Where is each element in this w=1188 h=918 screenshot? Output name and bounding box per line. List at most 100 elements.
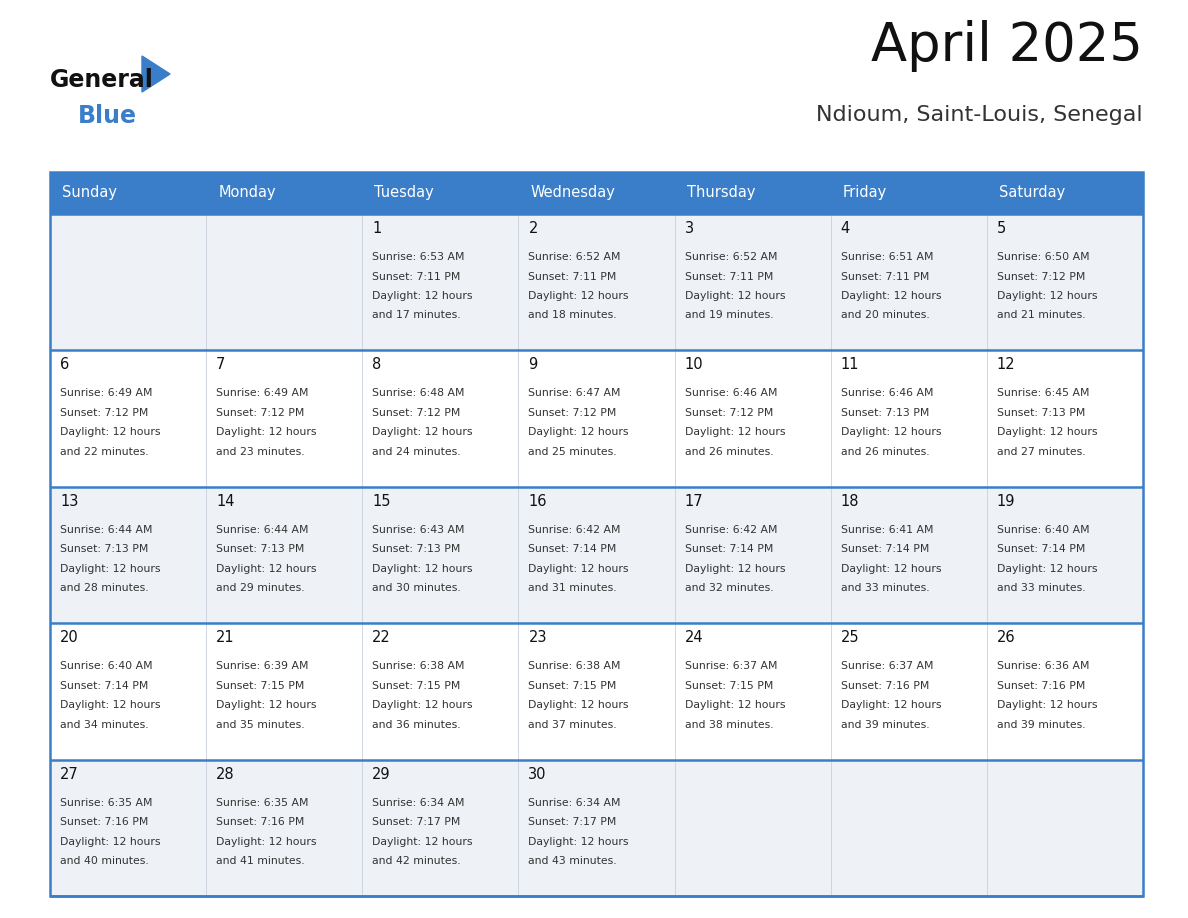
Text: 17: 17 (684, 494, 703, 509)
Text: Sunrise: 6:36 AM: Sunrise: 6:36 AM (997, 661, 1089, 671)
Text: Sunrise: 6:48 AM: Sunrise: 6:48 AM (372, 388, 465, 398)
Text: Daylight: 12 hours: Daylight: 12 hours (61, 836, 160, 846)
Bar (50, 351, 1143, 487)
Text: Sunset: 7:17 PM: Sunset: 7:17 PM (529, 817, 617, 827)
Text: Sunday: Sunday (62, 185, 116, 200)
Text: Sunrise: 6:37 AM: Sunrise: 6:37 AM (841, 661, 934, 671)
Text: Daylight: 12 hours: Daylight: 12 hours (372, 836, 473, 846)
Text: Sunrise: 6:46 AM: Sunrise: 6:46 AM (841, 388, 934, 398)
Text: and 28 minutes.: and 28 minutes. (61, 583, 148, 593)
Text: Sunrise: 6:51 AM: Sunrise: 6:51 AM (841, 252, 934, 262)
Text: 22: 22 (372, 630, 391, 645)
Text: Daylight: 12 hours: Daylight: 12 hours (529, 700, 628, 711)
Text: 1: 1 (372, 221, 381, 236)
Text: Sunset: 7:12 PM: Sunset: 7:12 PM (529, 408, 617, 418)
Bar (50, 759, 1143, 896)
Text: Sunset: 7:16 PM: Sunset: 7:16 PM (841, 681, 929, 690)
Text: and 39 minutes.: and 39 minutes. (841, 720, 929, 730)
Text: 24: 24 (684, 630, 703, 645)
Text: 30: 30 (529, 767, 546, 781)
Bar (50, 487, 1143, 623)
Text: Saturday: Saturday (999, 185, 1066, 200)
Text: Daylight: 12 hours: Daylight: 12 hours (997, 564, 1098, 574)
Text: and 26 minutes.: and 26 minutes. (684, 447, 773, 457)
Bar (50, 172, 1143, 214)
Text: Sunrise: 6:52 AM: Sunrise: 6:52 AM (529, 252, 621, 262)
Text: Daylight: 12 hours: Daylight: 12 hours (841, 291, 941, 301)
Text: and 26 minutes.: and 26 minutes. (841, 447, 929, 457)
Text: Sunset: 7:13 PM: Sunset: 7:13 PM (841, 408, 929, 418)
Text: Sunrise: 6:40 AM: Sunrise: 6:40 AM (997, 525, 1089, 535)
Text: Sunrise: 6:46 AM: Sunrise: 6:46 AM (684, 388, 777, 398)
Text: Sunrise: 6:49 AM: Sunrise: 6:49 AM (216, 388, 309, 398)
Text: and 20 minutes.: and 20 minutes. (841, 310, 929, 320)
Bar (50, 623, 1143, 759)
Text: Thursday: Thursday (687, 185, 756, 200)
Text: Sunset: 7:12 PM: Sunset: 7:12 PM (684, 408, 773, 418)
Text: 3: 3 (684, 221, 694, 236)
Text: Sunset: 7:17 PM: Sunset: 7:17 PM (372, 817, 461, 827)
Text: and 17 minutes.: and 17 minutes. (372, 310, 461, 320)
Text: and 35 minutes.: and 35 minutes. (216, 720, 305, 730)
Text: Daylight: 12 hours: Daylight: 12 hours (372, 564, 473, 574)
Bar (50, 172, 1143, 896)
Text: Friday: Friday (842, 185, 887, 200)
Text: Daylight: 12 hours: Daylight: 12 hours (684, 291, 785, 301)
Text: Sunrise: 6:53 AM: Sunrise: 6:53 AM (372, 252, 465, 262)
Text: Sunset: 7:15 PM: Sunset: 7:15 PM (684, 681, 773, 690)
Text: April 2025: April 2025 (871, 20, 1143, 72)
Text: Sunset: 7:12 PM: Sunset: 7:12 PM (997, 272, 1085, 282)
Text: and 43 minutes.: and 43 minutes. (529, 856, 617, 866)
Text: 23: 23 (529, 630, 546, 645)
Text: Sunset: 7:12 PM: Sunset: 7:12 PM (61, 408, 148, 418)
Text: 4: 4 (841, 221, 849, 236)
Text: and 38 minutes.: and 38 minutes. (684, 720, 773, 730)
Text: Sunset: 7:12 PM: Sunset: 7:12 PM (216, 408, 304, 418)
Text: General: General (50, 68, 154, 92)
Text: Sunrise: 6:41 AM: Sunrise: 6:41 AM (841, 525, 934, 535)
Text: Sunrise: 6:42 AM: Sunrise: 6:42 AM (529, 525, 621, 535)
Text: 16: 16 (529, 494, 546, 509)
Text: Daylight: 12 hours: Daylight: 12 hours (684, 700, 785, 711)
Text: 21: 21 (216, 630, 235, 645)
Text: 26: 26 (997, 630, 1016, 645)
Text: 10: 10 (684, 357, 703, 373)
Text: 14: 14 (216, 494, 235, 509)
Text: Daylight: 12 hours: Daylight: 12 hours (684, 564, 785, 574)
Text: Daylight: 12 hours: Daylight: 12 hours (997, 291, 1098, 301)
Text: Sunrise: 6:52 AM: Sunrise: 6:52 AM (684, 252, 777, 262)
Text: and 33 minutes.: and 33 minutes. (841, 583, 929, 593)
Text: Daylight: 12 hours: Daylight: 12 hours (529, 428, 628, 437)
Text: Sunrise: 6:47 AM: Sunrise: 6:47 AM (529, 388, 621, 398)
Text: Sunset: 7:14 PM: Sunset: 7:14 PM (529, 544, 617, 554)
Text: Daylight: 12 hours: Daylight: 12 hours (216, 428, 317, 437)
Text: Sunrise: 6:44 AM: Sunrise: 6:44 AM (61, 525, 152, 535)
Text: and 32 minutes.: and 32 minutes. (684, 583, 773, 593)
Text: 13: 13 (61, 494, 78, 509)
Text: and 40 minutes.: and 40 minutes. (61, 856, 148, 866)
Text: 15: 15 (372, 494, 391, 509)
Text: and 18 minutes.: and 18 minutes. (529, 310, 617, 320)
Text: Daylight: 12 hours: Daylight: 12 hours (684, 428, 785, 437)
Text: 6: 6 (61, 357, 69, 373)
Text: Sunset: 7:13 PM: Sunset: 7:13 PM (61, 544, 148, 554)
Text: 2: 2 (529, 221, 538, 236)
Text: Sunset: 7:16 PM: Sunset: 7:16 PM (997, 681, 1085, 690)
Text: 19: 19 (997, 494, 1016, 509)
Text: Sunset: 7:16 PM: Sunset: 7:16 PM (61, 817, 148, 827)
Text: and 22 minutes.: and 22 minutes. (61, 447, 148, 457)
Text: and 21 minutes.: and 21 minutes. (997, 310, 1086, 320)
Text: and 24 minutes.: and 24 minutes. (372, 447, 461, 457)
Text: 20: 20 (61, 630, 78, 645)
Text: Sunrise: 6:34 AM: Sunrise: 6:34 AM (372, 798, 465, 808)
Text: Blue: Blue (78, 104, 137, 128)
Text: and 34 minutes.: and 34 minutes. (61, 720, 148, 730)
Text: Daylight: 12 hours: Daylight: 12 hours (216, 700, 317, 711)
Text: Sunrise: 6:37 AM: Sunrise: 6:37 AM (684, 661, 777, 671)
Text: and 23 minutes.: and 23 minutes. (216, 447, 305, 457)
Text: Tuesday: Tuesday (374, 185, 434, 200)
Text: Sunset: 7:16 PM: Sunset: 7:16 PM (216, 817, 304, 827)
Text: Daylight: 12 hours: Daylight: 12 hours (372, 700, 473, 711)
Text: and 41 minutes.: and 41 minutes. (216, 856, 305, 866)
Text: 29: 29 (372, 767, 391, 781)
